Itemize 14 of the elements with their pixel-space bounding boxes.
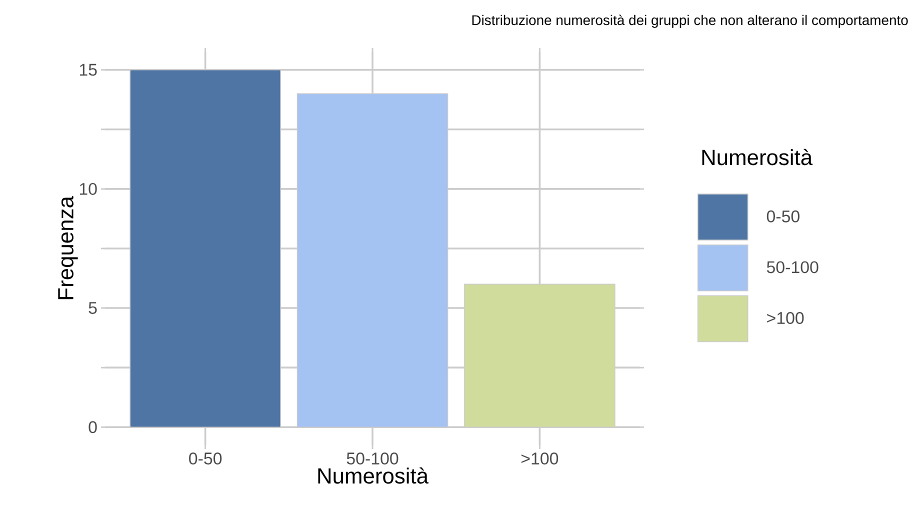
- y-axis-title: Frequenza: [58, 196, 78, 300]
- text: 0-50: [766, 210, 800, 222]
- text: 50-100: [766, 261, 818, 274]
- y-tick-label: 0: [88, 421, 97, 434]
- y-tick-label: 15: [80, 64, 97, 76]
- y-tick-label: 10: [80, 182, 97, 195]
- text: Distribuzione numerosità dei gruppi che non alterano il comportamento: [472, 14, 908, 28]
- x-axis-title: Numerosità: [318, 467, 429, 484]
- x-tick-label: >100: [521, 452, 558, 464]
- x-tick-label: 0-50: [189, 452, 222, 464]
- x-tick-label: 50-100: [346, 452, 398, 464]
- y-tick-label: 5: [88, 302, 97, 314]
- legend-title: Numerosità: [702, 148, 813, 166]
- text: >100: [767, 312, 804, 324]
